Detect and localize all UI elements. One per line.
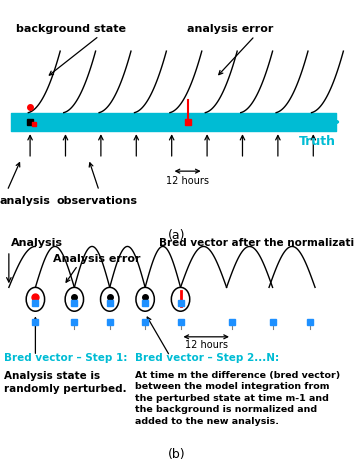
Text: Analysis state is
randomly perturbed.: Analysis state is randomly perturbed. [4,370,126,393]
Text: background state: background state [16,24,126,34]
Text: analysis: analysis [0,196,51,206]
Text: (b): (b) [168,447,186,460]
Text: At time m the difference (bred vector)
between the model integration from
the pe: At time m the difference (bred vector) b… [135,370,340,425]
Text: Analysis: Analysis [11,237,63,247]
Text: 12 hours: 12 hours [184,339,228,349]
Text: Bred vector after the normalization: Bred vector after the normalization [159,237,354,247]
Text: 12 hours: 12 hours [166,176,209,186]
Text: Analysis error: Analysis error [53,253,141,263]
Ellipse shape [26,288,45,312]
Ellipse shape [136,288,154,312]
Text: (a): (a) [168,228,186,241]
Text: Bred vector – Step 2...N:: Bred vector – Step 2...N: [135,352,279,362]
Text: Bred vector – Step 1:: Bred vector – Step 1: [4,352,127,362]
Text: analysis error: analysis error [187,24,273,34]
Ellipse shape [65,288,84,312]
Text: observations: observations [57,196,138,206]
Text: Truth: Truth [299,135,336,148]
Ellipse shape [101,288,119,312]
Ellipse shape [171,288,190,312]
